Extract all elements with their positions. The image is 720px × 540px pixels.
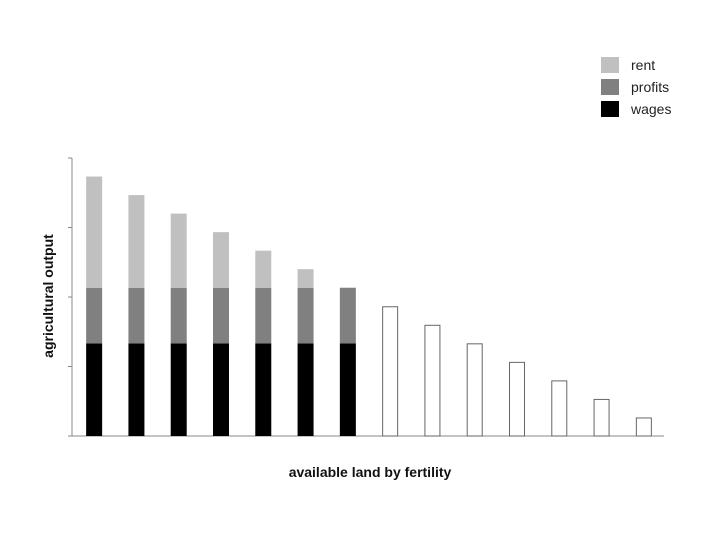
- bar-profits-3: [170, 287, 187, 344]
- legend-item-profits: profits: [601, 76, 671, 98]
- legend: rent profits wages: [601, 54, 671, 120]
- legend-item-rent: rent: [601, 54, 671, 76]
- bar-wages-5: [255, 343, 272, 436]
- legend-label-rent: rent: [631, 57, 656, 73]
- bar-rent-2: [128, 195, 145, 288]
- y-axis-label: agricultural output: [40, 234, 56, 358]
- bar-rent-4: [213, 232, 229, 288]
- bar-rent-6: [297, 269, 314, 288]
- bar-unused-10: [466, 343, 483, 437]
- x-axis-label: available land by fertility: [288, 464, 452, 480]
- legend-swatch-rent: [601, 57, 619, 73]
- bar-wages-2: [128, 343, 145, 436]
- bar-rent-3: [170, 213, 187, 288]
- bar-wages-3: [170, 343, 187, 436]
- bar-unused-8: [382, 306, 399, 437]
- bar-profits-1: [86, 287, 103, 344]
- bar-rent-1: [86, 176, 103, 288]
- bar-profits-5: [255, 287, 272, 344]
- legend-swatch-profits: [601, 79, 619, 95]
- bar-profits-2: [128, 287, 145, 344]
- bar-wages-1: [86, 343, 103, 436]
- bar-unused-12: [551, 380, 568, 437]
- bar-unused-9: [424, 324, 441, 437]
- bar-unused-14: [635, 417, 652, 437]
- bar-profits-4: [213, 287, 229, 344]
- bar-wages-6: [297, 343, 314, 436]
- bar-wages-4: [213, 343, 229, 436]
- bar-unused-13: [593, 398, 610, 437]
- legend-label-profits: profits: [631, 79, 670, 95]
- bar-unused-11: [509, 361, 525, 437]
- legend-item-wages: wages: [601, 98, 671, 120]
- bar-profits-6: [297, 287, 314, 344]
- bar-rent-5: [255, 250, 272, 288]
- legend-label-wages: wages: [631, 101, 672, 117]
- bar-profits-7: [339, 287, 356, 344]
- bar-wages-7: [339, 343, 356, 436]
- legend-swatch-wages: [601, 101, 619, 117]
